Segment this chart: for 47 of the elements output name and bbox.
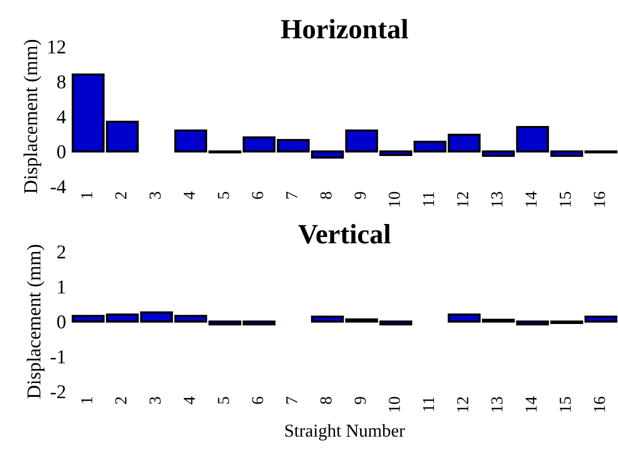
x-tick-label: 14	[526, 396, 537, 412]
x-tick-label: 7	[286, 192, 298, 198]
x-tick-label: 12	[457, 397, 468, 412]
x-tick-label: 4	[184, 192, 195, 200]
x-tick-label: 11	[423, 192, 434, 206]
y-tick-label: 8	[57, 75, 66, 88]
x-tick-label: 16	[594, 192, 606, 206]
y-tick-label: 4	[56, 110, 66, 124]
x-tick-label: 12	[457, 192, 468, 206]
x-tick-label: 15	[560, 396, 571, 412]
x-tick-label: 10	[388, 396, 400, 412]
y-tick-label: -2	[50, 385, 66, 398]
y-tick-label: -1	[50, 350, 66, 364]
x-tick-label: 8	[320, 396, 332, 404]
x-tick-label: 8	[320, 192, 332, 199]
y-axis-title: Displacement (mm)	[26, 244, 44, 398]
x-tick-label: 11	[423, 397, 434, 411]
x-tick-label: 6	[252, 192, 264, 199]
x-tick-label: 14	[526, 192, 537, 206]
x-tick-label: 5	[218, 192, 230, 199]
y-tick-label: 2	[57, 246, 66, 258]
x-tick-label: 16	[594, 396, 606, 412]
x-tick-label: 9	[354, 192, 366, 200]
y-tick-label: 0	[57, 315, 66, 328]
x-tick-label: 13	[491, 396, 503, 412]
x-tick-label: 2	[115, 192, 126, 199]
x-tick-label: 7	[286, 396, 298, 404]
x-axis-title: Straight Number	[285, 424, 405, 441]
x-tick-label: 1	[81, 397, 92, 404]
x-tick-label: 15	[560, 192, 571, 206]
x-tick-label: 3	[150, 396, 161, 404]
chart-title: Horizontal	[280, 18, 408, 39]
y-tick-label: 12	[48, 40, 66, 54]
x-tick-label: 6	[252, 396, 264, 404]
x-tick-label: 9	[354, 396, 366, 404]
y-tick-label: 0	[57, 145, 66, 158]
x-tick-label: 1	[81, 192, 92, 198]
x-tick-label: 5	[218, 396, 230, 404]
x-tick-label: 3	[150, 192, 161, 199]
chart-title: Vertical	[298, 224, 391, 244]
y-tick-label: 1	[58, 280, 66, 294]
x-tick-label: 2	[115, 397, 126, 404]
y-tick-label: -4	[50, 180, 66, 194]
y-axis-title: Displacement (mm)	[24, 40, 42, 194]
x-tick-label: 10	[388, 192, 400, 206]
x-tick-label: 4	[184, 396, 195, 404]
x-tick-label: 13	[491, 192, 503, 206]
